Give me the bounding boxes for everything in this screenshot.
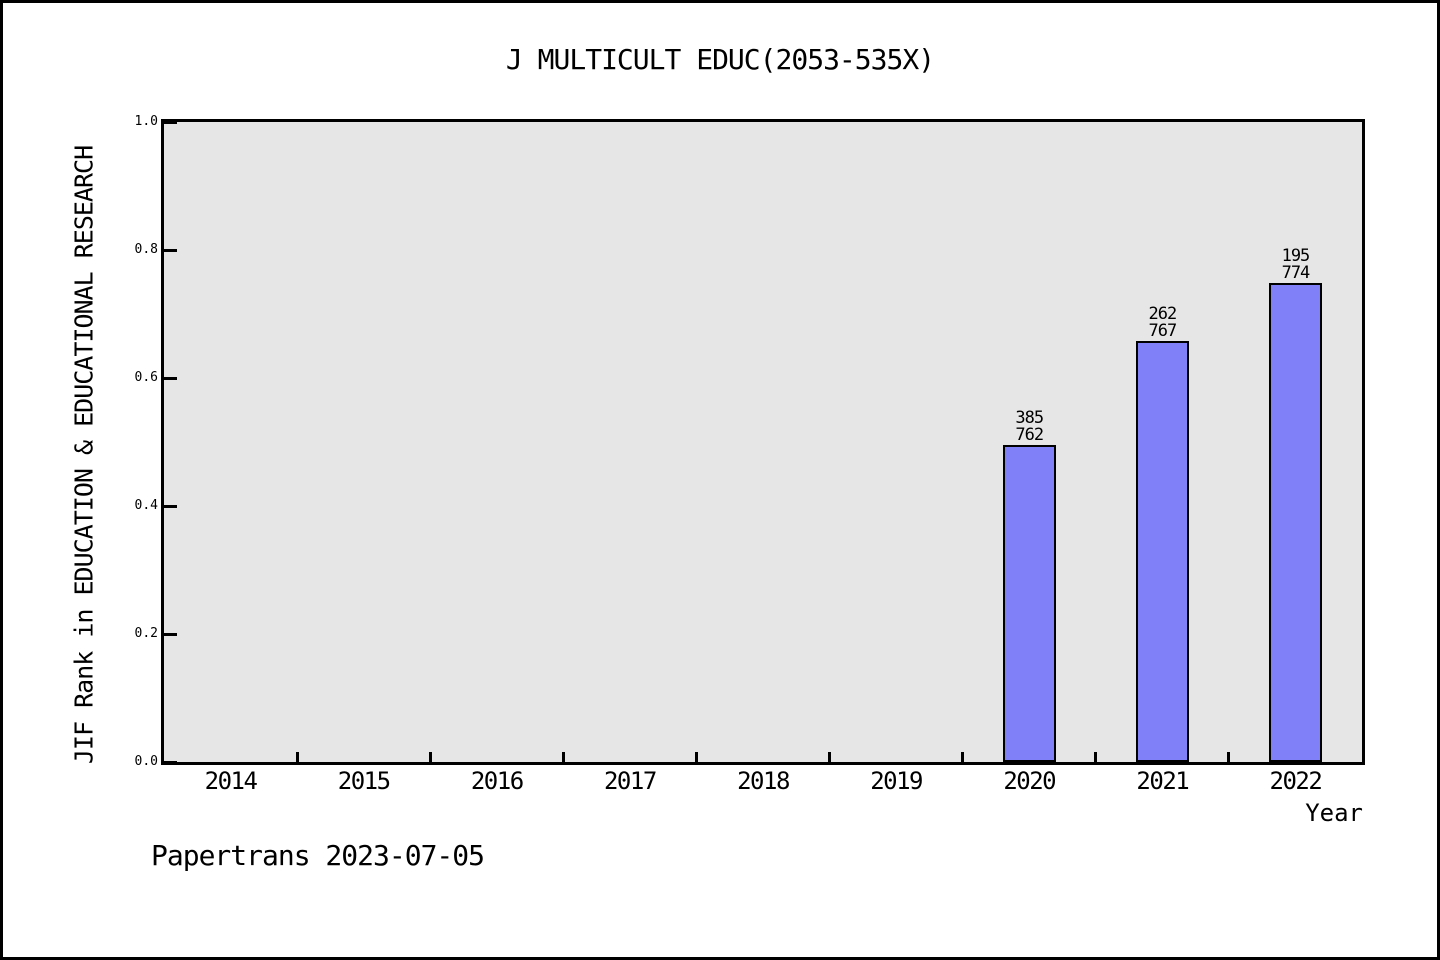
y-axis-title: JIF Rank in EDUCATION & EDUCATIONAL RESE… (69, 145, 99, 765)
y-tick-mark (164, 760, 177, 764)
x-tick-mark (961, 752, 965, 762)
y-tick-label: 0.8 (134, 242, 158, 257)
x-tick-mark (828, 752, 832, 762)
x-tick-mark (561, 752, 565, 762)
bar-2020 (1002, 445, 1056, 762)
x-tick-label: 2019 (870, 767, 923, 795)
x-tick-label: 2015 (337, 767, 391, 795)
y-tick-mark (164, 248, 177, 252)
x-tick-label: 2021 (1136, 767, 1189, 795)
x-axis-title: Year (1305, 799, 1363, 827)
x-tick-label: 2014 (204, 767, 258, 795)
x-tick-label: 2018 (737, 767, 790, 795)
x-tick-mark (295, 752, 299, 762)
plot-area: 385 762 262 767 195 774 (161, 119, 1365, 765)
x-tick-label: 2016 (470, 767, 524, 795)
y-tick-label: 0.0 (134, 754, 158, 769)
bar-label-2020: 385 762 (1015, 408, 1044, 445)
bar-2021 (1135, 341, 1189, 762)
y-tick-label: 0.2 (134, 626, 158, 641)
y-tick-label: 1.0 (134, 114, 158, 129)
x-tick-mark (1094, 752, 1098, 762)
chart-canvas: J MULTICULT EDUC(2053-535X) JIF Rank in … (3, 3, 1437, 957)
x-tick-label: 2017 (603, 767, 657, 795)
bar-label-2022: 195 774 (1281, 246, 1311, 283)
y-tick-label: 0.4 (134, 498, 158, 513)
footer-note: Papertrans 2023-07-05 (151, 839, 485, 872)
y-tick-mark (164, 632, 177, 636)
y-tick-mark (164, 120, 177, 124)
x-tick-label: 2020 (1003, 767, 1056, 795)
x-tick-mark (428, 752, 432, 762)
chart-title: J MULTICULT EDUC(2053-535X) (505, 43, 935, 76)
y-tick-mark (164, 376, 177, 380)
bar-label-2021: 262 767 (1148, 304, 1177, 341)
bar-2022 (1268, 283, 1322, 762)
x-tick-mark (1227, 752, 1231, 762)
x-tick-mark (694, 752, 698, 762)
y-tick-mark (164, 504, 177, 508)
x-tick-label: 2022 (1269, 767, 1323, 795)
y-tick-label: 0.6 (134, 370, 158, 385)
